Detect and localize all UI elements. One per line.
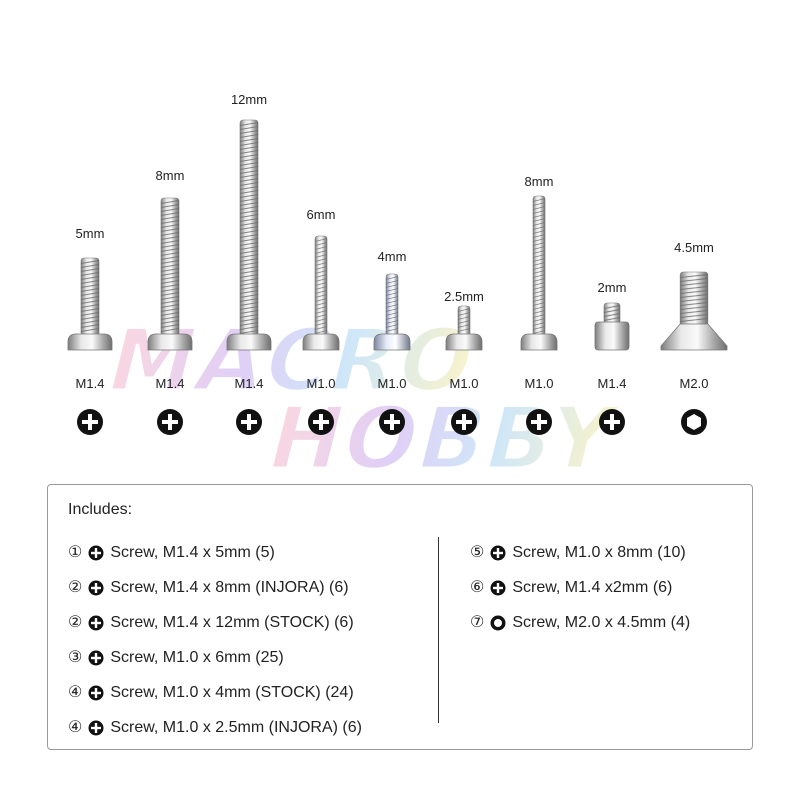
includes-item: ④ Screw, M1.0 x 2.5mm (INJORA) (6) bbox=[68, 710, 362, 745]
item-text: Screw, M1.4 x 5mm (5) bbox=[110, 543, 275, 561]
screw-length-label: 2.5mm bbox=[444, 289, 484, 304]
phillips-icon bbox=[88, 580, 104, 596]
item-text: Screw, M1.4 x 8mm (INJORA) (6) bbox=[110, 578, 349, 596]
item-number-badge: ③ bbox=[68, 648, 83, 666]
includes-item: ② Screw, M1.4 x 12mm (STOCK) (6) bbox=[68, 605, 362, 640]
item-number-badge: ① bbox=[68, 543, 83, 561]
item-text: Screw, M1.4 x2mm (6) bbox=[512, 578, 673, 596]
screw-length-label: 8mm bbox=[524, 174, 554, 189]
phillips-icon bbox=[76, 408, 104, 436]
column-divider bbox=[438, 537, 439, 723]
item-number-badge: ② bbox=[68, 613, 83, 631]
phillips-icon bbox=[490, 580, 506, 596]
includes-item: ② Screw, M1.4 x 8mm (INJORA) (6) bbox=[68, 570, 362, 605]
screw-size-label: M1.4 bbox=[234, 376, 264, 391]
screw-length-label: 4.5mm bbox=[674, 240, 714, 255]
includes-title: Includes: bbox=[68, 501, 133, 518]
screw-size-label: M1.4 bbox=[597, 376, 627, 391]
item-number-badge: ② bbox=[68, 578, 83, 596]
item-text: Screw, M1.4 x 12mm (STOCK) (6) bbox=[110, 613, 354, 631]
screw-size-label: M1.4 bbox=[75, 376, 105, 391]
screw-7 bbox=[520, 195, 558, 351]
screw-6 bbox=[445, 305, 483, 351]
item-text: Screw, M1.0 x 6mm (25) bbox=[110, 648, 284, 666]
phillips-icon bbox=[156, 408, 184, 436]
phillips-icon bbox=[307, 408, 335, 436]
phillips-icon bbox=[525, 408, 553, 436]
includes-list-right: ⑤ Screw, M1.0 x 8mm (10) ⑥ Screw, M1.4 x2mm… bbox=[470, 535, 690, 640]
item-text: Screw, M1.0 x 8mm (10) bbox=[512, 543, 686, 561]
screw-3 bbox=[226, 119, 272, 351]
screw-size-label: M1.0 bbox=[306, 376, 336, 391]
screw-length-label: 5mm bbox=[75, 226, 105, 241]
screw-length-label: 4mm bbox=[377, 249, 407, 264]
screw-length-label: 12mm bbox=[230, 92, 268, 107]
screw-length-label: 2mm bbox=[597, 280, 627, 295]
screw-length-label: 6mm bbox=[306, 207, 336, 222]
screw-1 bbox=[67, 257, 113, 351]
screw-9 bbox=[660, 271, 728, 351]
phillips-icon bbox=[598, 408, 626, 436]
phillips-icon bbox=[88, 720, 104, 736]
screw-lineup bbox=[67, 119, 728, 351]
phillips-icon bbox=[235, 408, 263, 436]
phillips-icon bbox=[88, 685, 104, 701]
phillips-icon bbox=[490, 545, 506, 561]
screw-length-label: 8mm bbox=[155, 168, 185, 183]
item-number-badge: ⑦ bbox=[470, 613, 485, 631]
screw-size-label: M1.4 bbox=[155, 376, 185, 391]
screw-8 bbox=[594, 302, 630, 351]
includes-item: ① Screw, M1.4 x 5mm (5) bbox=[68, 535, 362, 570]
screw-size-label: M2.0 bbox=[679, 376, 709, 391]
screw-5 bbox=[373, 273, 411, 351]
item-number-badge: ⑥ bbox=[470, 578, 485, 596]
item-number-badge: ④ bbox=[68, 683, 83, 701]
hex-icon bbox=[490, 615, 506, 631]
hex-icon bbox=[680, 408, 708, 436]
item-number-badge: ⑤ bbox=[470, 543, 485, 561]
phillips-icon bbox=[88, 615, 104, 631]
screw-4 bbox=[302, 235, 340, 351]
screw-size-label: M1.0 bbox=[449, 376, 479, 391]
phillips-icon bbox=[88, 650, 104, 666]
item-text: Screw, M1.0 x 2.5mm (INJORA) (6) bbox=[110, 718, 362, 736]
includes-item: ⑥ Screw, M1.4 x2mm (6) bbox=[470, 570, 690, 605]
screw-size-label: M1.0 bbox=[377, 376, 407, 391]
includes-list-left: ① Screw, M1.4 x 5mm (5) ② Screw, M1.4 x 8mm… bbox=[68, 535, 362, 745]
screw-size-label: M1.0 bbox=[524, 376, 554, 391]
item-text: Screw, M2.0 x 4.5mm (4) bbox=[512, 613, 691, 631]
includes-item: ④ Screw, M1.0 x 4mm (STOCK) (24) bbox=[68, 675, 362, 710]
phillips-icon bbox=[88, 545, 104, 561]
item-number-badge: ④ bbox=[68, 718, 83, 736]
includes-panel: Includes: ① Screw, M1.4 x 5mm (5) ② Screw, … bbox=[47, 484, 753, 750]
includes-item: ⑤ Screw, M1.0 x 8mm (10) bbox=[470, 535, 690, 570]
phillips-icon bbox=[450, 408, 478, 436]
item-text: Screw, M1.0 x 4mm (STOCK) (24) bbox=[110, 683, 354, 701]
phillips-icon bbox=[378, 408, 406, 436]
screw-2 bbox=[147, 197, 193, 351]
includes-item: ⑦ Screw, M2.0 x 4.5mm (4) bbox=[470, 605, 690, 640]
includes-item: ③ Screw, M1.0 x 6mm (25) bbox=[68, 640, 362, 675]
